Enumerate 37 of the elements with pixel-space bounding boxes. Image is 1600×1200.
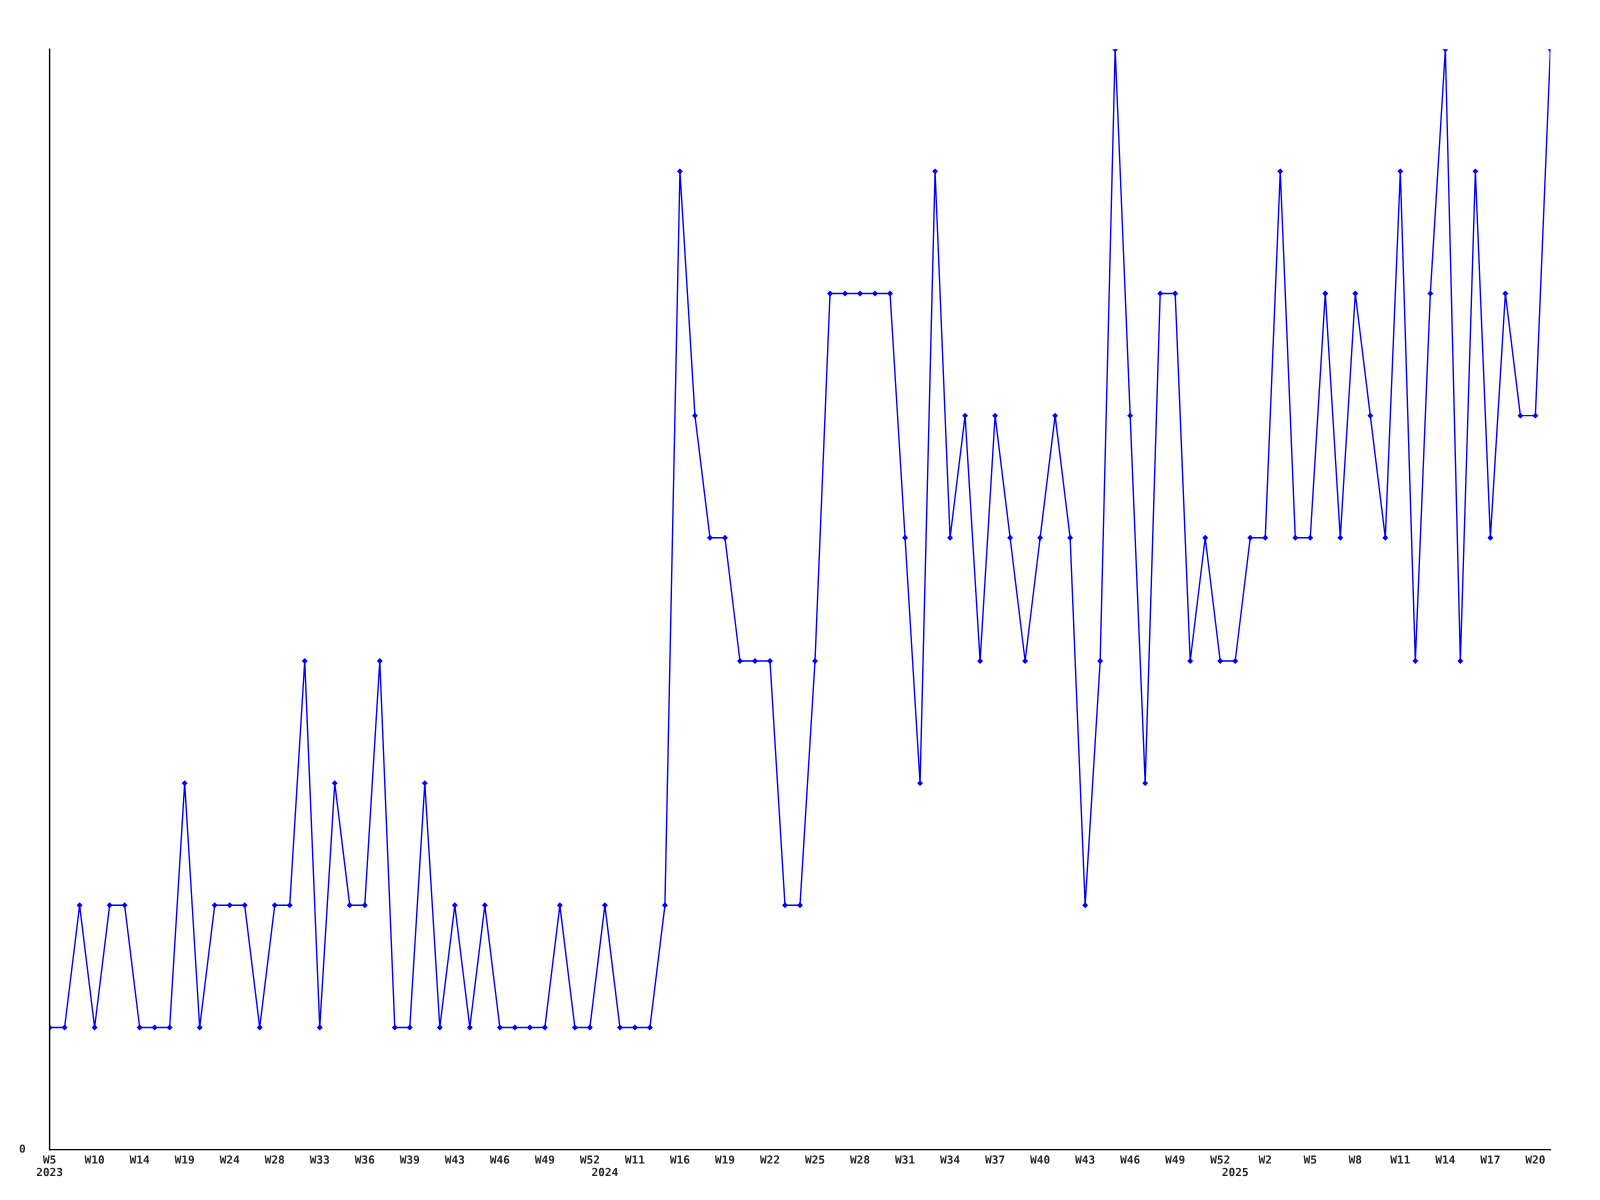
x-tick-label: W31 [895, 1155, 915, 1164]
x-tick-label: W8 [1348, 1155, 1362, 1164]
x-tick-label: W19 [714, 1155, 735, 1164]
x-tick-label: W22 [759, 1155, 780, 1164]
x-tick-label: W52 [1210, 1155, 1230, 1164]
x-tick-label: W34 [940, 1155, 960, 1164]
x-tick-label: 2024 [592, 1167, 618, 1177]
x-tick-label: W20 [1525, 1155, 1545, 1164]
x-tick-label: W28 [850, 1155, 870, 1164]
x-tick-label: W14 [1435, 1155, 1455, 1164]
x-tick-label: W11 [1390, 1155, 1410, 1164]
x-tick-label: W5 2023 [36, 1155, 63, 1177]
x-tick-label: W2 [1258, 1155, 1272, 1164]
x-tick-label: W24 [219, 1155, 240, 1164]
x-tick-label: W5 [1303, 1155, 1317, 1164]
x-tick-label: W52 [579, 1155, 599, 1164]
x-tick-label: W36 [354, 1155, 375, 1164]
x-tick-label: W25 [804, 1155, 825, 1164]
x-tick-label: W43 [1075, 1155, 1095, 1164]
x-tick-label: W16 [669, 1155, 690, 1164]
x-tick-label: W40 [1030, 1155, 1050, 1164]
x-tick-label: W11 [624, 1155, 645, 1164]
x-tick-label: W46 [489, 1155, 510, 1164]
x-tick-label: W33 [309, 1155, 330, 1164]
x-tick-label: W49 [534, 1155, 555, 1164]
x-tick-label: 2025 [1222, 1167, 1248, 1177]
x-tick-label: W17 [1480, 1155, 1500, 1164]
text: 0 [19, 1144, 26, 1153]
x-tick-label: W28 [264, 1155, 285, 1164]
x-tick-label: W10 [84, 1155, 104, 1164]
x-tick-label: W46 [1120, 1155, 1140, 1164]
x-tick-label: W37 [985, 1155, 1005, 1164]
x-tick-label: W43 [444, 1155, 465, 1164]
x-tick-label: W39 [399, 1155, 420, 1164]
x-tick-label: W14 [129, 1155, 150, 1164]
x-tick-label: W19 [174, 1155, 194, 1164]
x-tick-label: W49 [1165, 1155, 1185, 1164]
